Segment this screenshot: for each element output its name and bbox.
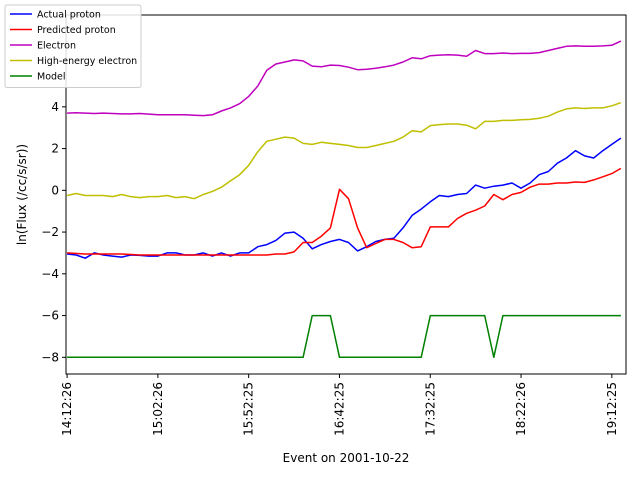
legend: Actual proton Predicted proton Electron Hig… (4, 4, 142, 88)
legend-label-model: Model (37, 72, 66, 83)
y-axis-label: ln(Flux (/cc/s/sr)) (15, 144, 29, 245)
legend-label-electron: Electron (37, 41, 76, 52)
legend-label-predicted-proton: Predicted proton (37, 25, 116, 36)
x-tick-label: 18:22:26 (514, 382, 528, 436)
y-tick-label: −4 (41, 267, 59, 281)
legend-label-actual-proton: Actual proton (37, 10, 101, 21)
y-tick-label: −2 (41, 225, 59, 239)
x-tick-label: 15:02:26 (151, 382, 165, 436)
series-layer (66, 40, 622, 359)
series-line-high-energy-electron (66, 101, 622, 200)
y-tick-label: −6 (41, 309, 59, 323)
legend-label-high-energy-electron: High-energy electron (37, 56, 137, 67)
series-line-electron (67, 40, 622, 117)
y-tick-label: 0 (51, 183, 59, 197)
y-tick-label: −8 (41, 350, 59, 364)
x-axis: 14:12:26 15:02:26 15:52:25 16:42:25 17:32:25… (60, 374, 619, 436)
x-tick-label: 15:52:25 (242, 382, 256, 436)
y-axis: −8 −6 −4 −2 0 2 4 (41, 100, 66, 364)
x-tick-label: 16:42:25 (332, 382, 346, 436)
y-tick-label: 2 (51, 142, 59, 156)
plot-frame (65, 14, 627, 375)
series-line-model (67, 314, 621, 359)
x-axis-label: Event on 2001-10-22 (283, 451, 410, 465)
x-tick-label: 14:12:26 (60, 382, 74, 436)
x-tick-label: 19:12:25 (605, 382, 619, 436)
x-tick-label: 17:32:25 (423, 382, 437, 436)
series-line-predicted-proton (67, 167, 622, 256)
y-tick-label: 4 (51, 100, 59, 114)
legend-box (4, 4, 142, 88)
